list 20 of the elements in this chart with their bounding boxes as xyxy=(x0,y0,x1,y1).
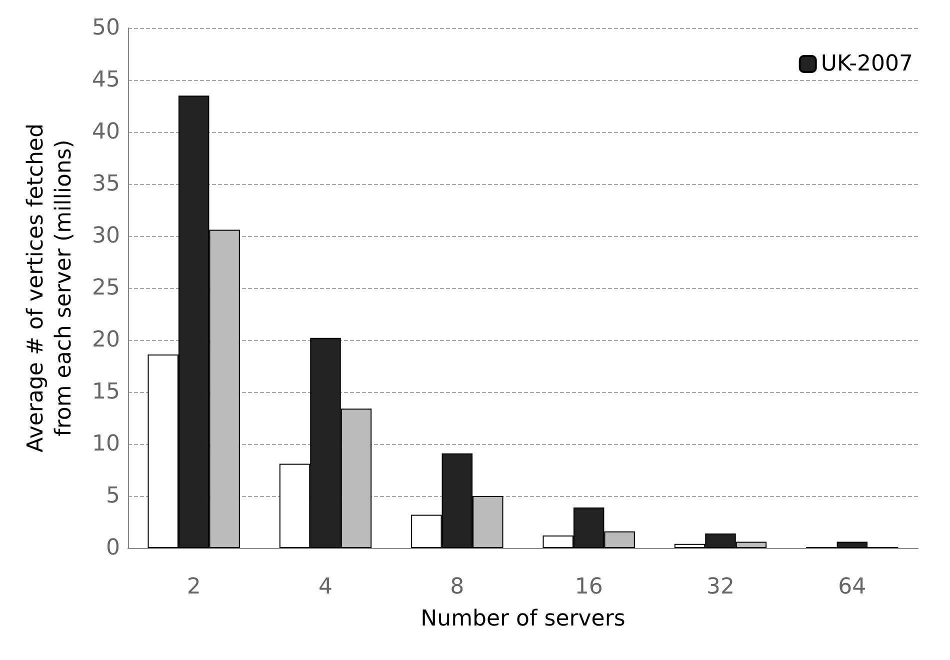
x-axis-title: Number of servers xyxy=(420,606,626,632)
y-tick-label: 45 xyxy=(92,68,120,92)
x-tick-label: 64 xyxy=(838,574,866,600)
y-tick-label: 20 xyxy=(92,328,120,352)
x-tick-label: 2 xyxy=(186,574,201,600)
y-tick-label: 15 xyxy=(92,380,120,404)
y-tick-label: 5 xyxy=(106,484,120,508)
x-tick-label: 4 xyxy=(318,574,332,600)
y-axis-title: Average # of vertices fetched from each server (millions) xyxy=(24,124,76,452)
y-tick-label: 50 xyxy=(92,16,120,40)
y-tick-label: 40 xyxy=(92,120,120,144)
y-tick-label: 10 xyxy=(92,432,120,456)
y-tick-label: 30 xyxy=(92,224,120,248)
x-tick-label: 16 xyxy=(574,574,603,600)
x-tick-label: 32 xyxy=(706,574,734,600)
y-tick-label: 25 xyxy=(92,276,120,300)
x-tick-label: 8 xyxy=(450,574,464,600)
y-tick-label: 0 xyxy=(106,536,120,560)
legend-label: UK-2007 xyxy=(820,52,914,76)
y-tick-label: 35 xyxy=(92,172,120,196)
